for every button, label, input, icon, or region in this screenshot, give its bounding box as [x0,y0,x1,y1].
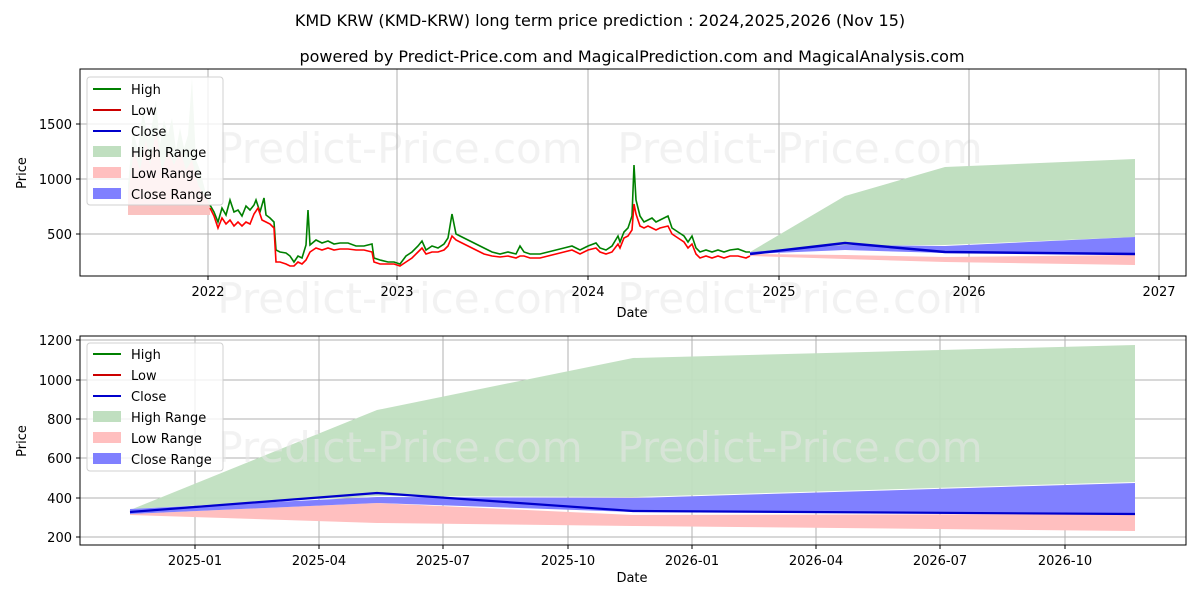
top-close-range-area [750,237,1135,254]
legend-high-range-swatch [93,411,121,422]
top-close-line [749,241,1136,256]
y-tick-label: 400 [47,492,72,507]
y-tick-label: 1500 [39,118,72,133]
y-tick-label: 1000 [39,173,72,188]
legend-label: Low Range [131,432,202,447]
bottom-y-axis-label: Price [15,425,30,457]
x-tick-label: 2027 [1142,285,1175,300]
x-tick-label: 2026-04 [789,554,843,569]
x-tick-label: 2025-01 [168,554,222,569]
bottom-close-range-area [130,483,1135,514]
watermark: Predict-Price.com [617,274,982,323]
x-tick-label: 2025-07 [416,554,470,569]
legend-low-range-swatch [93,432,121,443]
y-tick-label: 800 [47,413,72,428]
top-legend: High Low Close High Range Low Range Clos… [86,76,224,206]
bottom-legend: High Low Close High Range Low Range Clos… [86,342,224,472]
x-tick-label: 2025-04 [292,554,346,569]
legend-label: High Range [131,411,206,426]
bottom-y-ticks: 200 400 600 800 1000 1200 [39,334,80,546]
x-tick-label: 2022 [191,285,224,300]
bottom-x-ticks: 2025-01 2025-04 2025-07 2025-10 2026-01 … [168,545,1092,569]
y-tick-label: 600 [47,452,72,467]
top-x-ticks: 2022 2023 2024 2025 2026 2027 [191,276,1176,300]
top-high-range-area [750,159,1135,254]
y-tick-label: 500 [47,228,72,243]
bottom-chart: Predict-Price.com Predict-Price.com 2025… [15,334,1187,586]
top-x-axis-label: Date [616,306,647,321]
bottom-low-range-area [130,503,1135,531]
x-tick-label: 2026-07 [913,554,967,569]
watermark: Predict-Price.com [617,124,982,173]
legend-label: High Range [131,146,206,161]
x-tick-label: 2026-01 [665,554,719,569]
legend-label: High [131,83,161,98]
top-low-range-area [750,254,1135,265]
x-tick-label: 2024 [571,285,604,300]
legend-high-range-swatch [93,146,121,157]
bottom-x-axis-label: Date [616,571,647,586]
top-y-ticks: 500 1000 1500 [39,118,80,243]
x-tick-label: 2025-10 [541,554,595,569]
y-tick-label: 1200 [39,334,72,349]
chart-subtitle: powered by Predict-Price.com and Magical… [299,47,964,66]
top-history-high-line [209,164,750,265]
watermark: Predict-Price.com [617,423,982,472]
legend-label: Close Range [131,188,212,203]
legend-label: Close Range [131,453,212,468]
y-tick-label: 1000 [39,374,72,389]
legend-label: Close [131,390,166,405]
x-tick-label: 2023 [380,285,413,300]
x-tick-label: 2026-10 [1038,554,1092,569]
top-y-axis-label: Price [15,157,30,189]
bottom-axes-frame [79,335,1187,546]
legend-label: Close [131,125,166,140]
chart-title: KMD KRW (KMD-KRW) long term price predic… [295,11,905,30]
legend-label: Low Range [131,167,202,182]
watermark: Predict-Price.com [217,423,582,472]
x-tick-label: 2025 [762,285,795,300]
watermark: Predict-Price.com [217,124,582,173]
bottom-close-line [129,491,1136,516]
legend-label: Low [131,369,157,384]
legend-close-range-swatch [93,453,121,464]
legend-label: High [131,348,161,363]
top-axes-frame [79,68,1187,277]
y-tick-label: 200 [47,531,72,546]
top-chart: Predict-Price.com Predict-Price.com Pred… [15,68,1187,323]
legend-low-range-swatch [93,167,121,178]
legend-label: Low [131,104,157,119]
x-tick-label: 2026 [952,285,985,300]
top-history-low-line [209,203,751,267]
bottom-high-range-area [130,345,1135,510]
legend-close-range-swatch [93,188,121,199]
watermark: Predict-Price.com [217,274,582,323]
